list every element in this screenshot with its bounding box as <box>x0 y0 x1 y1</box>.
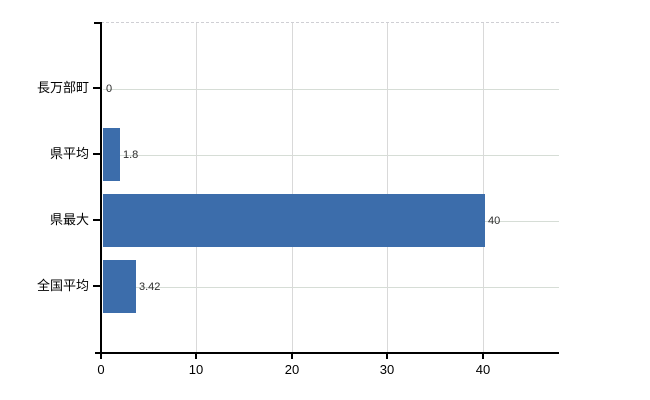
gridline-vertical <box>387 23 388 353</box>
gridline-horizontal <box>103 287 559 288</box>
gridline-vertical <box>483 23 484 353</box>
x-tick-label-10: 10 <box>188 362 204 377</box>
category-label-県最大: 県最大 <box>49 212 89 227</box>
x-axis-tick <box>195 354 197 359</box>
value-label: 3.42 <box>139 281 161 293</box>
plot-area: 0 1.8 40 3.42 <box>101 22 559 353</box>
gridline-vertical <box>196 23 197 353</box>
value-label: 40 <box>488 215 501 227</box>
gridline-vertical <box>292 23 293 353</box>
gridline-horizontal <box>103 155 559 156</box>
gridline-horizontal <box>103 89 559 90</box>
x-tick-label-30: 30 <box>379 362 395 377</box>
x-axis-line <box>95 352 559 354</box>
y-axis-tick <box>93 285 100 287</box>
bar-全国平均 <box>103 260 136 313</box>
y-axis-top-tick <box>94 22 101 24</box>
category-label-全国平均: 全国平均 <box>36 278 89 293</box>
value-label: 0 <box>106 83 113 95</box>
bar-県最大 <box>103 194 485 247</box>
x-axis-tick <box>100 354 102 359</box>
x-tick-label-20: 20 <box>284 362 300 377</box>
y-axis-tick <box>93 219 100 221</box>
category-label-長万部町: 長万部町 <box>36 80 89 95</box>
x-tick-label-0: 0 <box>97 362 105 377</box>
x-axis-tick <box>291 354 293 359</box>
category-label-県平均: 県平均 <box>49 146 89 161</box>
x-axis-tick <box>482 354 484 359</box>
x-axis-tick <box>386 354 388 359</box>
value-label: 1.8 <box>123 149 139 161</box>
y-axis-tick <box>93 87 100 89</box>
x-tick-label-40: 40 <box>475 362 491 377</box>
bar-県平均 <box>103 128 120 181</box>
y-axis-line <box>100 22 102 354</box>
y-axis-tick <box>93 153 100 155</box>
